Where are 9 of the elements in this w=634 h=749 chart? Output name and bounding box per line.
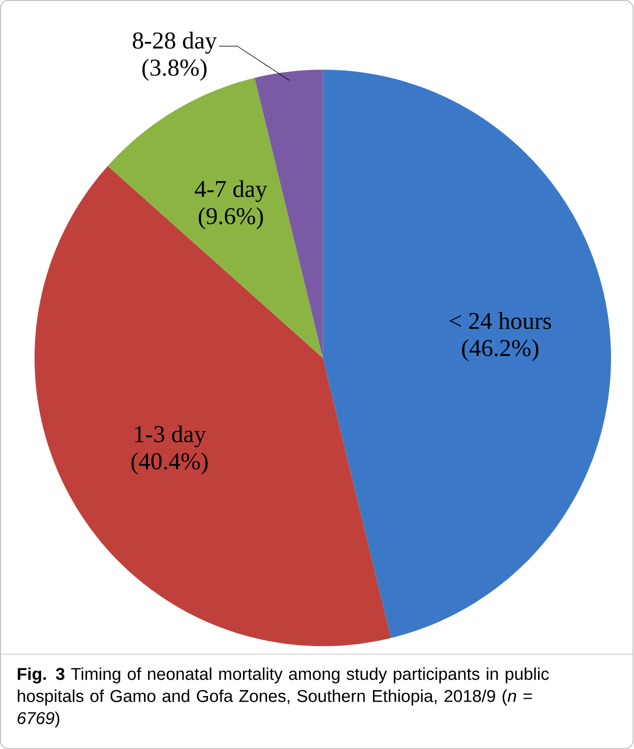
data-label: (40.4%) [132,452,208,474]
slice-label: 4-7 day [195,180,268,202]
data-label: (3.8%) [142,58,207,81]
text: Fig. 3 Timing of neonatal mortality among study participants in public hospitals of Gamo and Gofa Zones, Southern Ethiopia, 2018/9 (n = 6769) [18,667,550,728]
slice-label: 1-3 day [135,425,206,448]
data-label: (9.6%) [199,207,264,230]
slice-label: < 24 hours [450,312,552,330]
data-label: (46.2%) [462,339,539,362]
slice-label: 8-28 day [133,32,218,54]
